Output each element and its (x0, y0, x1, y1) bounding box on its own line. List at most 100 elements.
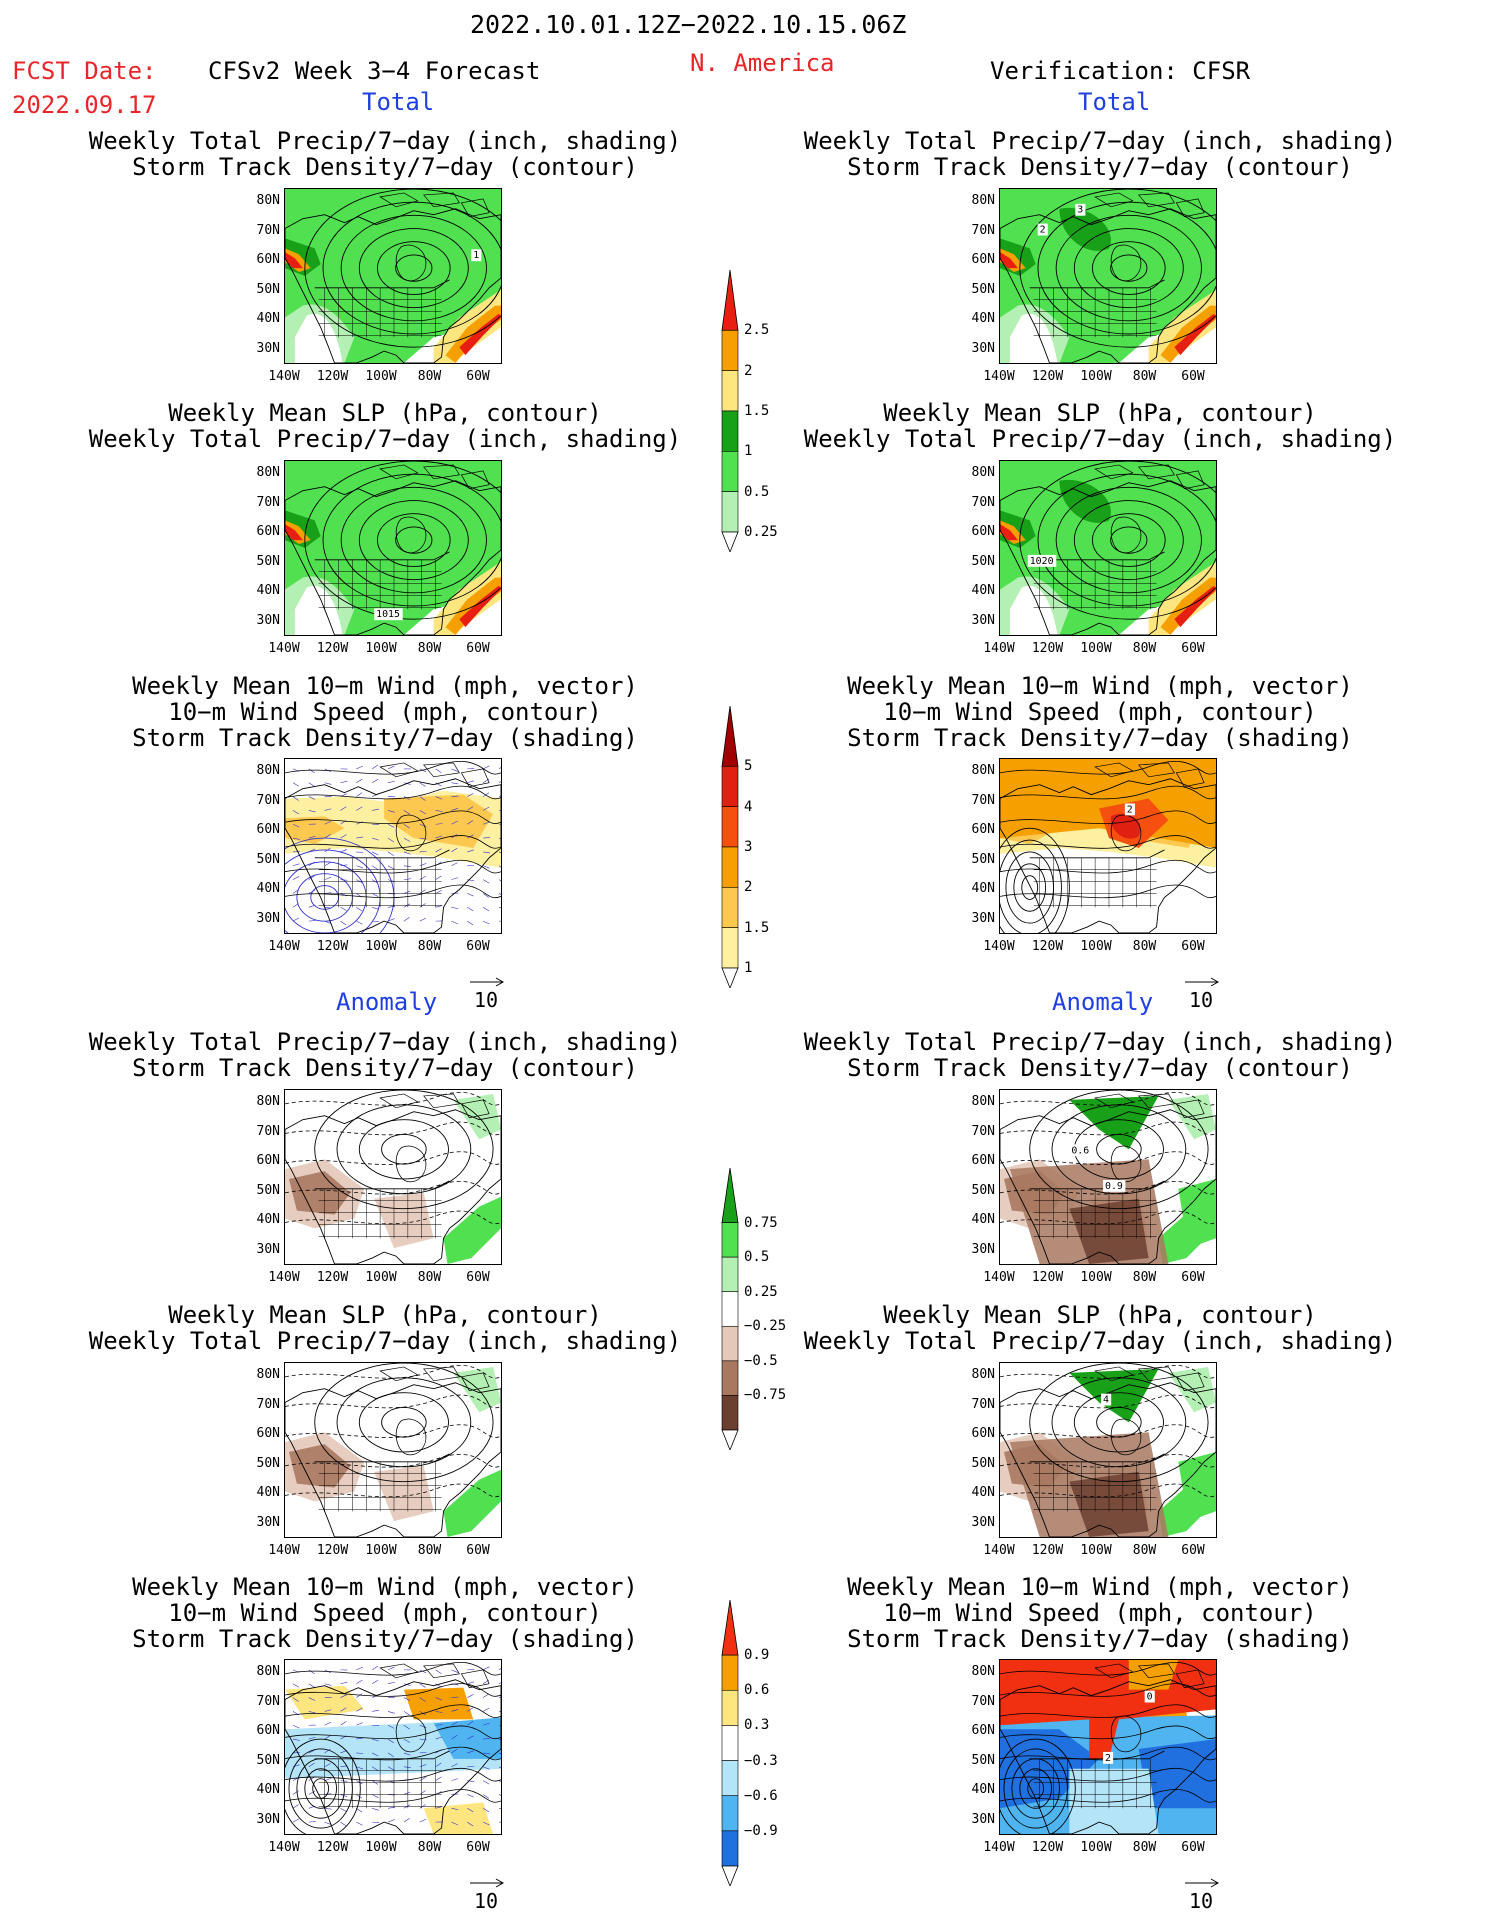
fc-total-wind-lon-label: 140W (268, 939, 300, 954)
obs-anom-slp-contour-label-1: 4 (1101, 1393, 1112, 1406)
fc-total-slp-lat-label: 80N (256, 465, 280, 480)
verification-anomaly-label: Anomaly (1052, 988, 1154, 1016)
colorbar-precip_anom-label: −0.25 (744, 1318, 787, 1335)
fc-anom-wind-lat-label: 60N (256, 1723, 280, 1738)
obs-anom-wind-lon-label: 60W (1181, 1840, 1205, 1855)
obs-anom-precip-contour-label-2: 0.9 (1103, 1179, 1126, 1192)
fc-anom-precip-lat-label: 60N (256, 1153, 280, 1168)
fc-anom-wind-map (284, 1659, 502, 1835)
colorbar-precip_anom-label: 0.25 (744, 1283, 778, 1300)
svg-text:3: 3 (1077, 205, 1083, 216)
fc-total-slp-lon-label: 120W (316, 641, 349, 656)
fc-total-wind-lon-label: 100W (365, 939, 397, 954)
fc-anom-precip-lon-label: 140W (268, 1270, 300, 1285)
fc-anom-precip-map-svg (285, 1090, 501, 1264)
colorbar-storm_anom-label: 0.3 (744, 1717, 770, 1734)
verification-title: Verification: CFSR (990, 57, 1251, 85)
obs-anom-wind-lat-label: 60N (971, 1723, 995, 1738)
obs-total-precip-lon-label: 140W (983, 369, 1015, 384)
fc-total-precip-lat-label: 70N (256, 222, 280, 238)
obs-total-wind-lon-label: 140W (983, 939, 1015, 954)
fc-total-wind-lon-label: 60W (466, 939, 490, 954)
fc-anom-wind-vector-ref-arrow (470, 1878, 505, 1888)
obs-total-slp-lat-label: 50N (971, 553, 995, 569)
obs-anom-wind-lat-label: 80N (971, 1664, 995, 1679)
obs-anom-precip-lon-label: 80W (1132, 1270, 1157, 1285)
fc-anom-wind-lon-label: 80W (417, 1840, 442, 1855)
fc-total-slp-map: 1015 (284, 460, 502, 636)
obs-anom-wind-lon-label: 80W (1132, 1840, 1157, 1855)
obs-total-slp-title-line-2: Weekly Total Precip/7−day (inch, shading… (803, 425, 1397, 453)
colorbar-precip_total-label: 1 (744, 443, 753, 460)
fc-total-precip-lon-label: 120W (316, 369, 349, 384)
svg-text:1: 1 (473, 250, 479, 261)
fc-total-precip-lon-label: 80W (417, 369, 442, 384)
fc-total-precip-lat-label: 50N (256, 281, 280, 297)
forecast-anomaly-label: Anomaly (336, 988, 438, 1016)
obs-anom-slp-lon-label: 60W (1181, 1543, 1205, 1558)
fcst-date-label: FCST Date: (12, 57, 157, 85)
obs-total-slp-title-line-1: Weekly Mean SLP (hPa, contour) (883, 399, 1317, 427)
obs-anom-wind-lat-label: 30N (971, 1811, 995, 1827)
obs-anom-slp-lat-label: 40N (971, 1485, 995, 1500)
fc-total-slp-lat-label: 40N (256, 583, 280, 598)
colorbar-storm_anom-label: −0.9 (744, 1822, 778, 1839)
fc-total-wind-lat-label: 30N (256, 910, 280, 926)
obs-anom-slp-lat-label: 50N (971, 1455, 995, 1471)
fc-anom-slp-title-line-1: Weekly Mean SLP (hPa, contour) (168, 1301, 602, 1329)
fc-total-precip-lat-label: 30N (256, 340, 280, 356)
fc-total-wind-lon-label: 120W (316, 939, 349, 954)
obs-anom-slp-lat-label: 70N (971, 1396, 995, 1412)
obs-total-slp-lat-label: 70N (971, 494, 995, 510)
obs-total-wind-lon-label: 80W (1132, 939, 1157, 954)
obs-anom-slp-lat-label: 30N (971, 1514, 995, 1530)
obs-total-wind-lat-label: 30N (971, 910, 995, 926)
colorbar-storm_total-label: 3 (744, 839, 753, 855)
obs-total-precip-map-svg: 32 (1000, 189, 1216, 363)
obs-total-precip-lon-label: 60W (1181, 369, 1205, 384)
colorbar-storm_total-label: 4 (744, 798, 753, 815)
fc-total-wind-title-line-1: Weekly Mean 10−m Wind (mph, vector) (132, 672, 638, 700)
obs-anom-wind-contour-label-1: 0 (1144, 1690, 1155, 1703)
svg-text:0.9: 0.9 (1105, 1181, 1123, 1192)
colorbar-storm_anom-label: −0.3 (744, 1752, 778, 1769)
colorbar-precip_total-label: 1.5 (744, 403, 770, 419)
forecast-total-label: Total (362, 88, 435, 116)
fc-total-wind-map (284, 758, 502, 934)
fc-total-precip-map: 1 (284, 188, 502, 364)
obs-anom-precip-contour-label-1: 0.6 (1069, 1144, 1092, 1156)
obs-anom-precip-lon-label: 60W (1181, 1270, 1205, 1285)
obs-total-wind-lat-label: 80N (971, 763, 995, 778)
obs-total-wind-title-line-1: Weekly Mean 10−m Wind (mph, vector) (847, 672, 1353, 700)
fc-anom-wind-lat-label: 80N (256, 1664, 280, 1679)
fc-anom-precip-lat-label: 80N (256, 1094, 280, 1109)
obs-total-wind-lat-label: 60N (971, 822, 995, 837)
obs-anom-wind-lon-label: 100W (1080, 1840, 1112, 1855)
obs-anom-wind-lat-label: 40N (971, 1782, 995, 1797)
colorbar-storm_total-label: 2 (744, 879, 753, 896)
colorbar-storm_anom-label: −0.6 (744, 1787, 778, 1804)
fc-anom-precip-lon-label: 100W (365, 1270, 397, 1285)
obs-total-wind-title-line-3: Storm Track Density/7−day (shading) (847, 724, 1353, 752)
svg-text:2: 2 (1105, 1753, 1111, 1764)
obs-total-wind-lat-label: 70N (971, 792, 995, 808)
obs-total-precip-title-line-1: Weekly Total Precip/7−day (inch, shading… (803, 127, 1397, 155)
obs-total-wind-lat-label: 40N (971, 881, 995, 896)
fc-total-wind-lat-label: 50N (256, 851, 280, 867)
model-title: CFSv2 Week 3−4 Forecast (208, 57, 541, 85)
obs-anom-wind-lat-label: 50N (971, 1752, 995, 1768)
obs-total-precip-lat-label: 50N (971, 281, 995, 297)
obs-total-precip-contour-label-2: 2 (1037, 223, 1048, 235)
fc-anom-precip-lat-label: 40N (256, 1212, 280, 1227)
obs-total-wind-lat-label: 50N (971, 851, 995, 867)
fc-total-wind-lat-label: 70N (256, 792, 280, 808)
colorbar-storm_anom (721, 1600, 739, 1886)
obs-anom-precip-lon-label: 140W (983, 1270, 1015, 1285)
obs-anom-slp-lat-label: 60N (971, 1426, 995, 1441)
fc-anom-wind-title-line-1: Weekly Mean 10−m Wind (mph, vector) (132, 1573, 638, 1601)
obs-total-slp-contour-label-1: 1020 (1027, 554, 1057, 567)
obs-anom-slp-map-svg: 4 (1000, 1363, 1216, 1537)
fc-anom-slp-lat-label: 30N (256, 1514, 280, 1530)
fc-anom-slp-lon-label: 120W (316, 1543, 349, 1558)
svg-text:0: 0 (1147, 1692, 1153, 1703)
